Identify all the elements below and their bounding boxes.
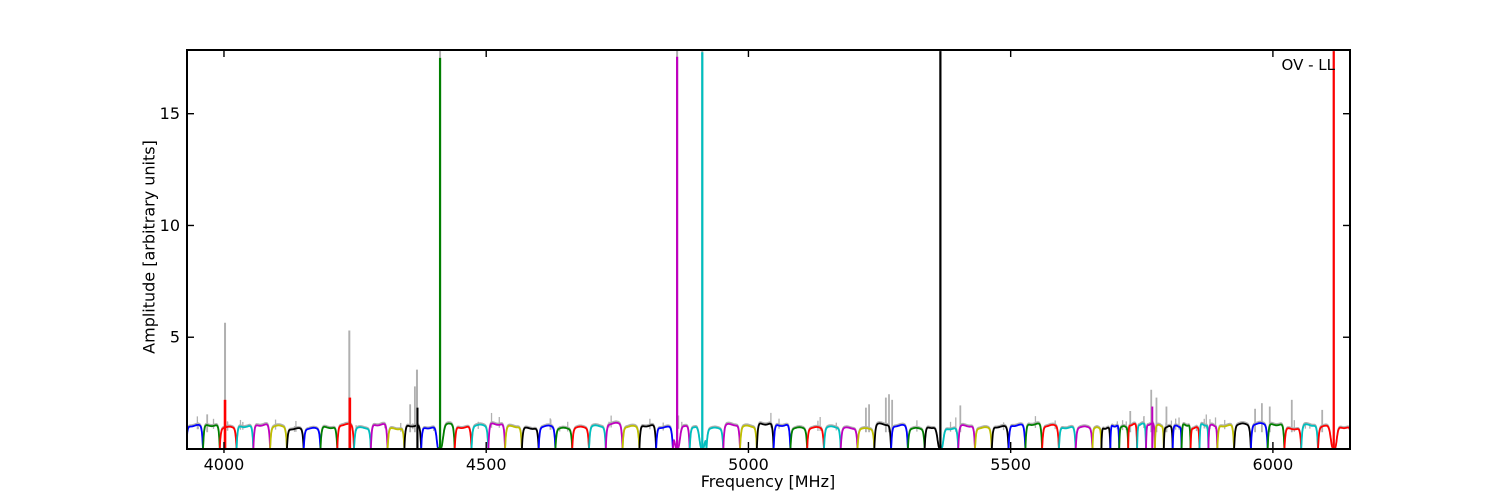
- svg-text:4500: 4500: [466, 455, 507, 474]
- svg-text:5: 5: [170, 328, 180, 347]
- svg-text:6000: 6000: [1253, 455, 1294, 474]
- x-axis-label: Frequency [MHz]: [700, 472, 836, 491]
- plot-annotation: OV - LL: [1281, 56, 1335, 74]
- svg-text:5000: 5000: [728, 455, 769, 474]
- svg-text:15: 15: [160, 104, 180, 123]
- svg-text:5500: 5500: [990, 455, 1031, 474]
- svg-text:10: 10: [160, 216, 180, 235]
- svg-text:4000: 4000: [204, 455, 245, 474]
- y-axis-label: Amplitude [arbitrary units]: [139, 140, 159, 354]
